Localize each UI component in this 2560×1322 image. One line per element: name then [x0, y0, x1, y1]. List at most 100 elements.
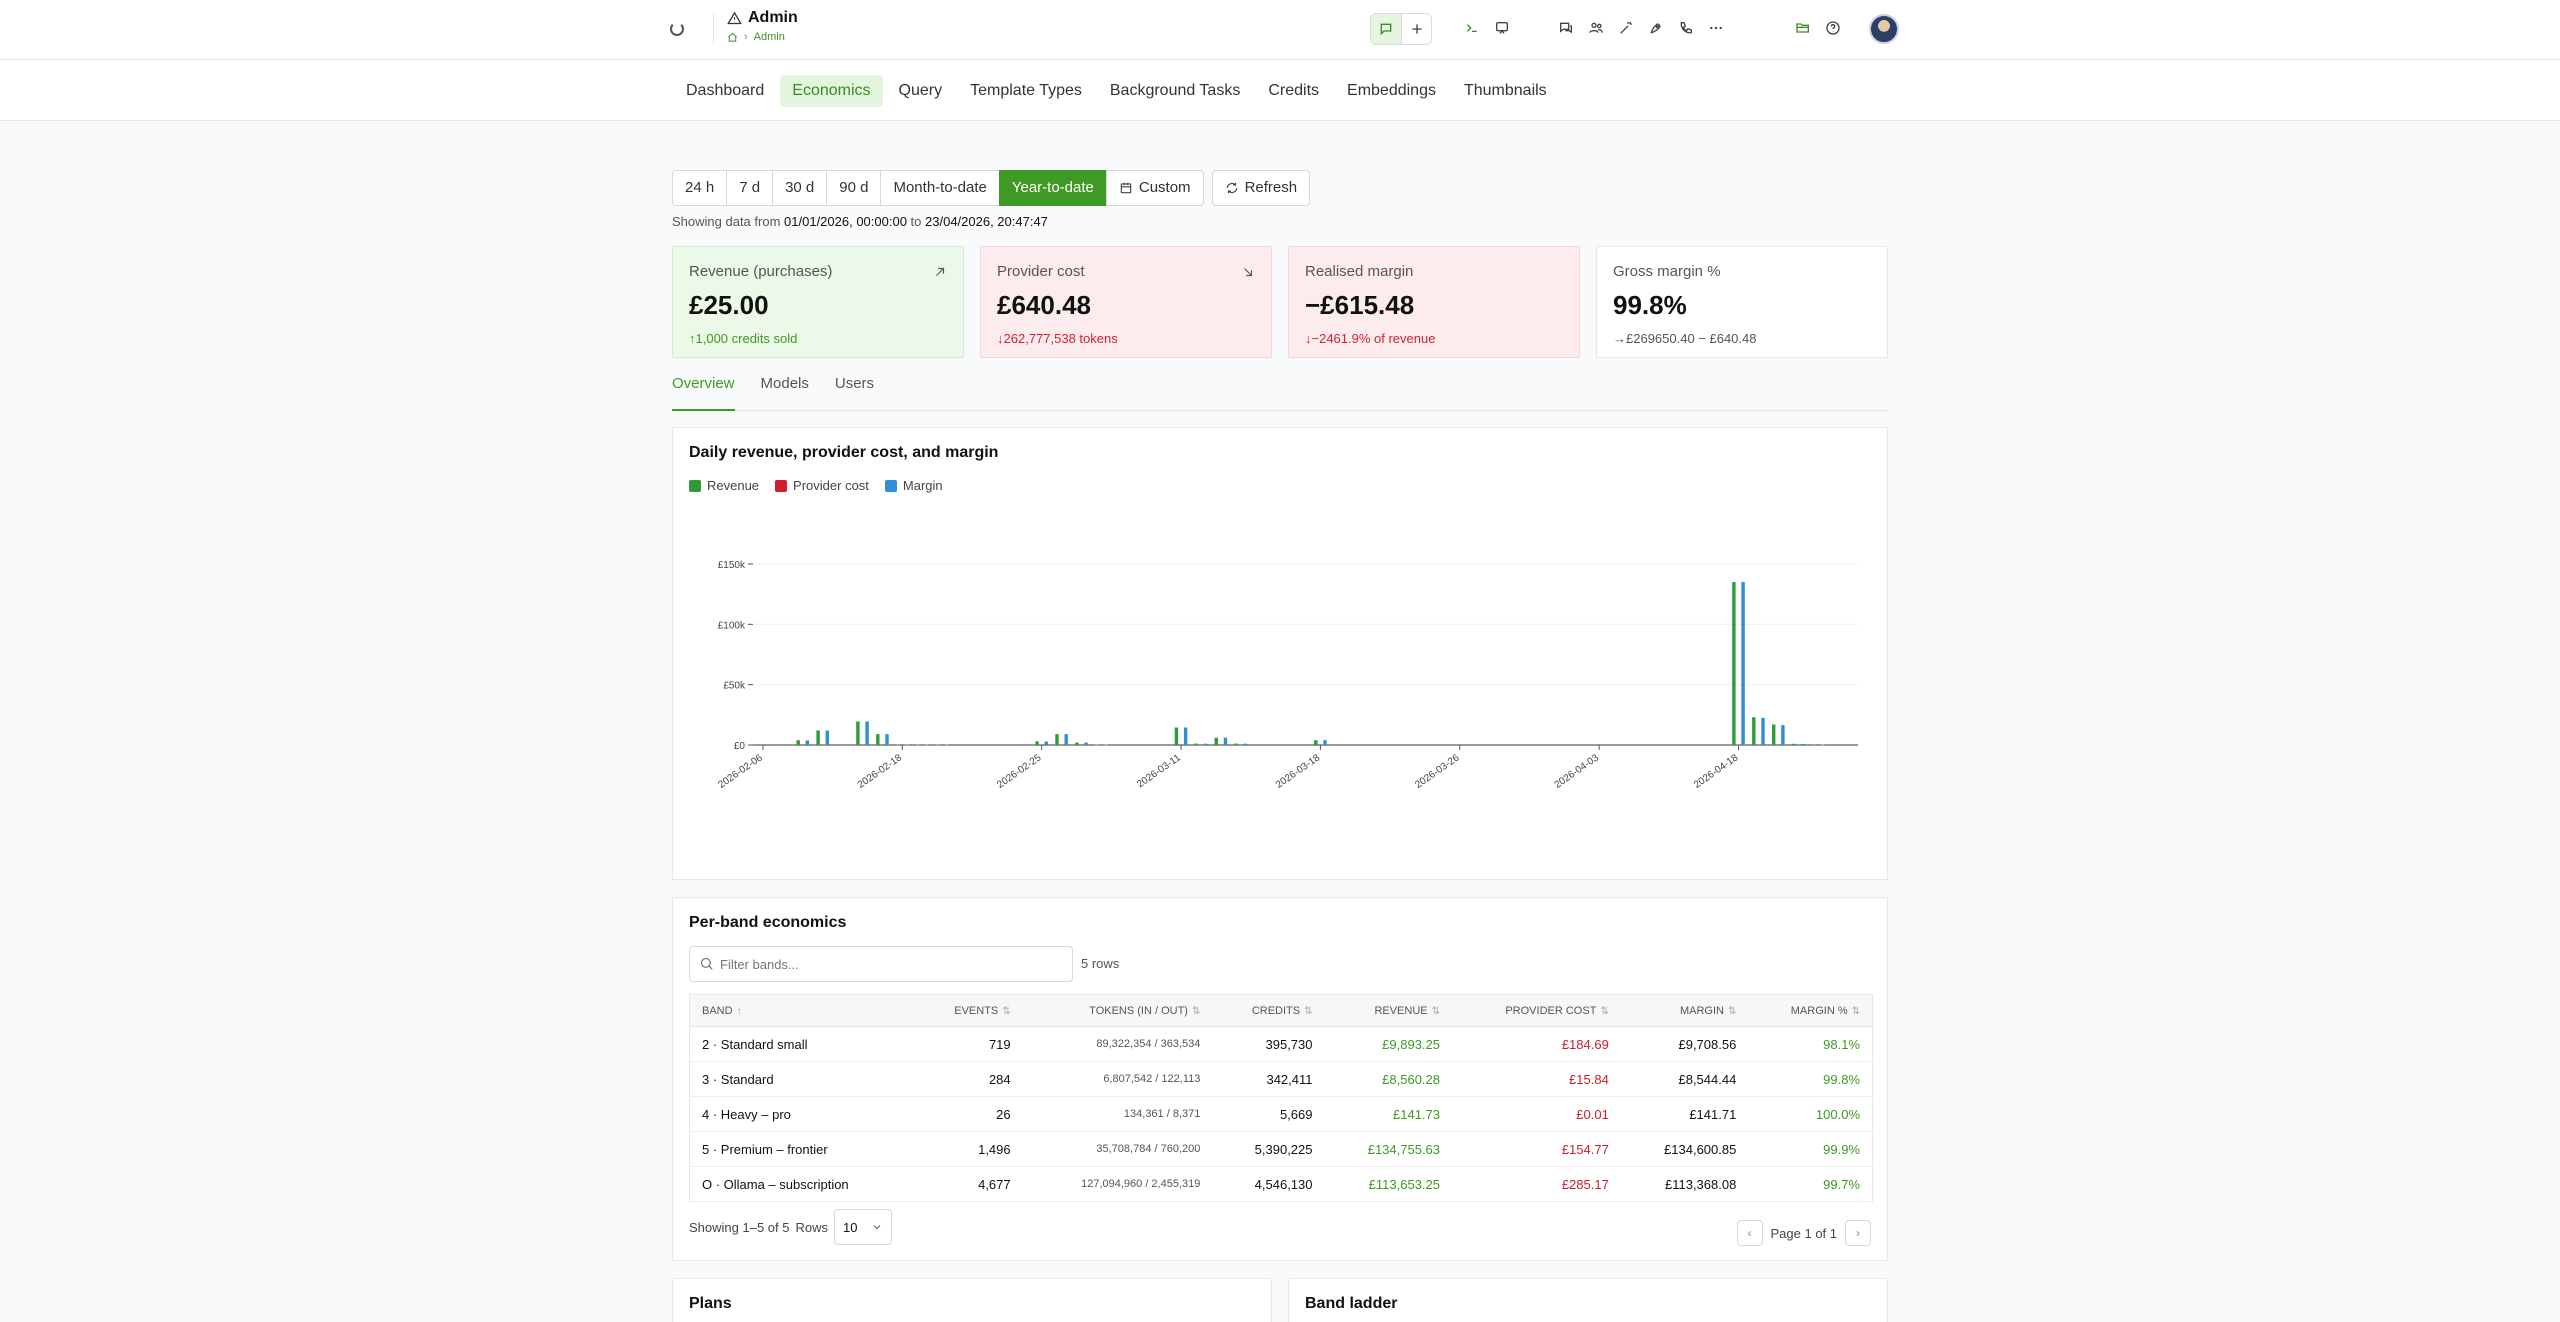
open-folder-button[interactable]: [1788, 13, 1818, 43]
card-label: Gross margin %: [1613, 263, 1721, 280]
sort-icon: ⇅: [1304, 1005, 1313, 1017]
tab-background-tasks[interactable]: Background Tasks: [1109, 82, 1241, 99]
feedback-button[interactable]: [1487, 13, 1517, 43]
bar-margin: [1223, 737, 1228, 745]
cell-events: 1,496: [916, 1131, 1023, 1167]
sort-icon: ⇅: [1600, 1005, 1609, 1017]
loading-spinner-icon: [670, 22, 684, 36]
range-7d-button[interactable]: 7 d: [726, 170, 774, 206]
range-30d-button[interactable]: 30 d: [772, 170, 828, 206]
col-events[interactable]: EVENTS ⇅: [916, 994, 1023, 1027]
home-icon[interactable]: [727, 32, 738, 43]
breadcrumb-admin-link[interactable]: Admin: [753, 31, 785, 43]
band-ladder-title: Band ladder: [1305, 1295, 1398, 1312]
messages-button[interactable]: [1551, 13, 1581, 43]
rows-per-page-select[interactable]: 10: [833, 1209, 892, 1245]
launch-button[interactable]: [1641, 13, 1671, 43]
gross-margin-card: Gross margin % 99.8% →£269650.40 − £640.…: [1596, 246, 1888, 358]
bar-margin: [1104, 744, 1108, 746]
legend-revenue[interactable]: Revenue: [689, 478, 759, 493]
col-provider-cost[interactable]: PROVIDER COST ⇅: [1452, 994, 1621, 1027]
table-row[interactable]: 5 · Premium – frontier 1,496 35,708,784 …: [689, 1131, 1873, 1167]
provider-cost-card: Provider cost £640.48 ↓262,777,538 token…: [980, 246, 1272, 358]
team-button[interactable]: [1581, 13, 1611, 43]
card-label: Realised margin: [1305, 263, 1414, 280]
next-page-button[interactable]: ›: [1845, 1220, 1871, 1246]
table-row[interactable]: O · Ollama – subscription 4,677 127,094,…: [689, 1166, 1873, 1202]
bar-margin: [1741, 582, 1745, 745]
chat-mode-button[interactable]: [1371, 14, 1401, 44]
bar-revenue: [1791, 743, 1796, 745]
terminal-button[interactable]: [1457, 13, 1487, 43]
col-credits[interactable]: CREDITS ⇅: [1212, 994, 1325, 1027]
subtab-models[interactable]: Models: [760, 375, 809, 392]
chat-bubble-icon: [1380, 23, 1392, 36]
table-footer: Showing 1–5 of 5 Rows 10: [689, 1209, 892, 1245]
cell-margin: £113,368.08: [1620, 1166, 1749, 1202]
new-chat-button[interactable]: [1401, 14, 1431, 44]
range-custom-button[interactable]: Custom: [1105, 170, 1204, 206]
subtab-overview[interactable]: Overview: [672, 369, 735, 411]
page-indicator: Page 1 of 1: [1770, 1225, 1838, 1241]
card-value: 99.8%: [1613, 290, 1687, 320]
col-margin[interactable]: MARGIN ⇅: [1620, 994, 1749, 1027]
table-row[interactable]: 3 · Standard 284 6,807,542 / 122,113 342…: [689, 1061, 1873, 1097]
table-row[interactable]: 4 · Heavy – pro 26 134,361 / 8,371 5,669…: [689, 1096, 1873, 1132]
prev-page-button[interactable]: ‹: [1736, 1220, 1763, 1246]
help-button[interactable]: [1818, 13, 1848, 43]
legend-swatch: [689, 479, 701, 492]
table-row[interactable]: 2 · Standard small 719 89,322,354 / 363,…: [689, 1026, 1873, 1062]
cell-revenue: £113,653.25: [1324, 1166, 1453, 1202]
bar-margin: [865, 721, 869, 745]
bar-revenue: [1752, 717, 1756, 745]
bar-revenue: [1811, 744, 1816, 746]
refresh-icon: [1226, 182, 1237, 194]
tab-dashboard[interactable]: Dashboard: [686, 82, 765, 99]
bar-revenue: [1095, 744, 1099, 746]
col-revenue[interactable]: REVENUE ⇅: [1324, 994, 1453, 1027]
y-tick-label: £50k: [723, 681, 746, 692]
phone-icon: [1680, 22, 1692, 34]
toolbar-group-3: [1551, 13, 1731, 43]
range-to: 23/04/2026, 20:47:47: [925, 214, 1048, 229]
refresh-label: Refresh: [1244, 179, 1298, 196]
realised-margin-card: Realised margin −£615.48 ↓−2461.9% of re…: [1288, 246, 1580, 358]
chevron-right-icon: ›: [1856, 1226, 1860, 1240]
col-band[interactable]: BAND ↑: [689, 994, 917, 1027]
cell-credits: 5,669: [1212, 1096, 1325, 1132]
range-24h-button[interactable]: 24 h: [672, 170, 728, 206]
x-tick-label: 2026-04-18: [1692, 752, 1741, 791]
col-margin-pct[interactable]: MARGIN % ⇅: [1748, 994, 1873, 1027]
cell-revenue: £8,560.28: [1324, 1061, 1453, 1097]
more-button[interactable]: [1701, 13, 1731, 43]
messages-icon: [1560, 22, 1572, 34]
col-tokens[interactable]: TOKENS (IN / OUT) ⇅: [1022, 994, 1213, 1027]
header-divider: [713, 14, 714, 44]
cell-provider-cost: £0.01: [1452, 1096, 1621, 1132]
search-icon: [700, 957, 713, 970]
tab-embeddings[interactable]: Embeddings: [1347, 82, 1436, 99]
user-avatar[interactable]: [1869, 14, 1899, 44]
legend-provider-cost[interactable]: Provider cost: [775, 478, 869, 493]
tab-economics[interactable]: Economics: [780, 75, 883, 107]
tab-thumbnails[interactable]: Thumbnails: [1463, 82, 1547, 99]
filter-bands-input[interactable]: [689, 946, 1073, 982]
refresh-button[interactable]: Refresh: [1211, 170, 1311, 206]
range-year-to-date-button[interactable]: Year-to-date: [998, 170, 1107, 206]
tools-button[interactable]: [1611, 13, 1641, 43]
range-month-to-date-button[interactable]: Month-to-date: [880, 170, 1000, 206]
folder-open-icon: [1796, 23, 1809, 33]
main-content: 24 h 7 d 30 d 90 d Month-to-date Year-to…: [0, 121, 2560, 1322]
legend-margin[interactable]: Margin: [884, 478, 943, 493]
tab-template-types[interactable]: Template Types: [970, 82, 1082, 99]
x-tick-label: 2026-04-03: [1553, 752, 1602, 791]
bar-revenue: [896, 744, 900, 746]
subtab-users[interactable]: Users: [834, 375, 875, 392]
tab-query[interactable]: Query: [898, 82, 943, 99]
cell-band: 4 · Heavy – pro: [689, 1096, 917, 1132]
economics-subtabs: Overview Models Users: [672, 369, 1888, 411]
cell-events: 4,677: [916, 1166, 1023, 1202]
tab-credits[interactable]: Credits: [1268, 82, 1320, 99]
call-button[interactable]: [1671, 13, 1701, 43]
range-90d-button[interactable]: 90 d: [826, 170, 882, 206]
